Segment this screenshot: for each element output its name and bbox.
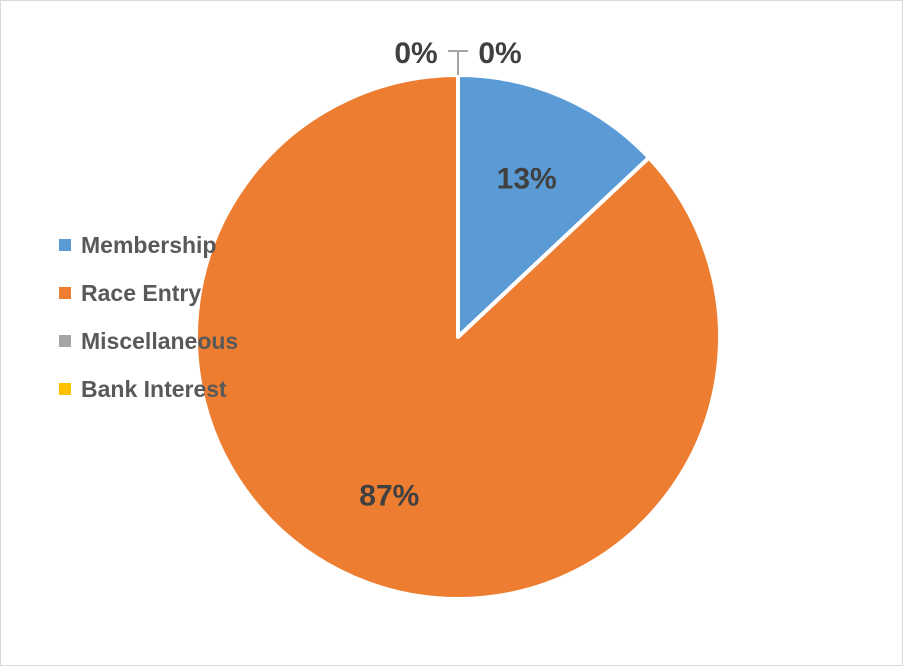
leader-lines xyxy=(448,50,468,75)
legend-item-race-entry: Race Entry xyxy=(59,269,238,317)
data-label-membership: 13% xyxy=(497,162,557,195)
data-label-miscellaneous: 0% xyxy=(394,37,437,70)
legend-label-miscellaneous: Miscellaneous xyxy=(81,327,239,354)
legend: Membership Race Entry Miscellaneous Bank… xyxy=(59,221,238,413)
legend-item-bank-interest: Bank Interest xyxy=(59,365,238,413)
pie-slice-membership xyxy=(456,73,651,339)
legend-item-membership: Membership xyxy=(59,221,238,269)
legend-label-bank-interest: Bank Interest xyxy=(81,375,227,402)
data-label-bank-interest: 0% xyxy=(478,37,521,70)
data-label-race-entry: 87% xyxy=(359,480,419,513)
legend-swatch-bank-interest xyxy=(59,383,71,395)
legend-swatch-miscellaneous xyxy=(59,335,71,347)
legend-item-miscellaneous: Miscellaneous xyxy=(59,317,238,365)
leader-line xyxy=(448,50,468,75)
legend-swatch-race-entry xyxy=(59,287,71,299)
legend-label-race-entry: Race Entry xyxy=(81,279,202,306)
pie-slices xyxy=(194,73,722,601)
pie-slice-race-entry xyxy=(194,73,722,601)
data-labels: 13% 87% 0% 0% xyxy=(359,37,556,513)
legend-label-membership: Membership xyxy=(81,231,217,258)
legend-swatch-membership xyxy=(59,239,71,251)
